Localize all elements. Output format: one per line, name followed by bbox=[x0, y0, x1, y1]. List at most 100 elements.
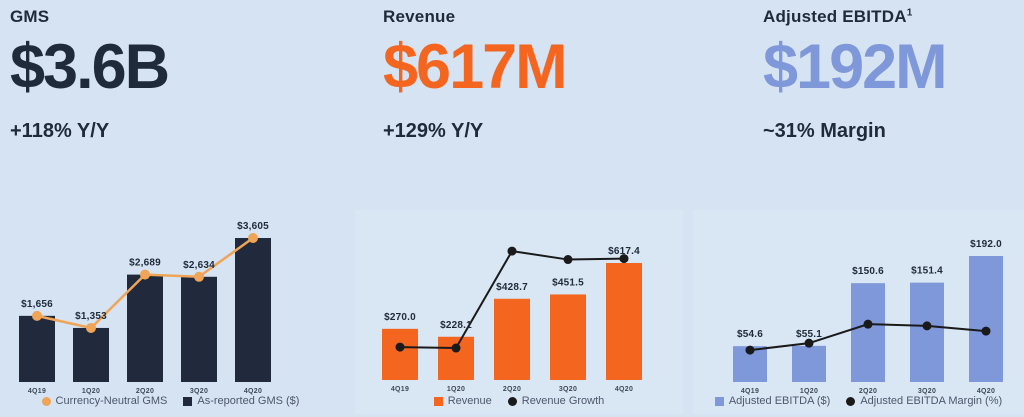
ebitda-title-text: Adjusted EBITDA bbox=[763, 7, 907, 26]
x-tick-label: 2Q20 bbox=[503, 386, 521, 393]
bar bbox=[792, 345, 826, 382]
ebitda-headline-value: $192M bbox=[763, 32, 948, 102]
gms-headline-value: $3.6B bbox=[10, 32, 170, 102]
line-point bbox=[922, 321, 932, 331]
line-point bbox=[395, 342, 405, 352]
x-tick-label: 3Q20 bbox=[190, 388, 208, 395]
revenue-title-text: Revenue bbox=[383, 7, 456, 26]
ebitda-margin-subtitle: ~31% Margin bbox=[763, 120, 886, 142]
revenue-chart: 4Q19 1Q20 2Q20 3Q20 4Q20 $270.0 $228.1 $428.7 $4… bbox=[355, 210, 683, 414]
gms-chart-canvas: 4Q19 1Q20 2Q20 3Q20 4Q20 $1,656 $1,353 $2,689 $2… bbox=[19, 221, 271, 395]
bar-value-label: $54.6 bbox=[737, 329, 763, 340]
x-tick-label: 1Q20 bbox=[447, 386, 465, 393]
legend-square-marker-icon bbox=[433, 396, 443, 406]
ebitda-header: Adjusted EBITDA1 $192M ~31% Margin bbox=[763, 0, 948, 143]
x-tick-label: 4Q20 bbox=[244, 388, 262, 395]
bar-value-label: $228.1 bbox=[440, 320, 472, 331]
gms-header: GMS $3.6B +118% Y/Y bbox=[10, 0, 170, 143]
bar-value-label: $55.1 bbox=[796, 329, 822, 340]
legend-circle-marker-icon bbox=[507, 396, 517, 406]
bar bbox=[73, 327, 109, 382]
bar bbox=[19, 315, 55, 382]
bar bbox=[181, 276, 217, 382]
bar-value-label: $192.0 bbox=[970, 239, 1002, 250]
line-point bbox=[804, 338, 814, 348]
bar-value-label: $428.7 bbox=[496, 282, 528, 293]
revenue-headline-value: $617M bbox=[383, 32, 568, 102]
x-tick-label: 4Q19 bbox=[28, 388, 46, 395]
bar-value-label: $270.0 bbox=[384, 312, 416, 323]
ebitda-chart: 4Q19 1Q20 2Q20 3Q20 4Q20 $54.6 $55.1 $150.6 $151… bbox=[693, 210, 1024, 414]
x-tick-label: 4Q20 bbox=[977, 388, 995, 395]
bar bbox=[127, 274, 163, 382]
bar-value-label: $1,656 bbox=[21, 299, 53, 310]
line-point bbox=[745, 345, 755, 355]
legend-item: Currency-Neutral GMS bbox=[41, 395, 168, 407]
x-tick-label: 2Q20 bbox=[136, 388, 154, 395]
footnote-marker: 1 bbox=[906, 7, 913, 19]
x-tick-label: 4Q19 bbox=[741, 388, 759, 395]
legend-circle-marker-icon bbox=[41, 396, 51, 406]
ebitda-title: Adjusted EBITDA1 bbox=[763, 7, 946, 27]
x-tick-label: 4Q20 bbox=[615, 386, 633, 393]
bar-value-label: $2,634 bbox=[183, 260, 215, 271]
x-tick-label: 1Q20 bbox=[800, 388, 818, 395]
line-point bbox=[140, 269, 150, 280]
bar bbox=[851, 283, 885, 382]
x-tick-label: 2Q20 bbox=[859, 388, 877, 395]
bar-value-label: $150.6 bbox=[852, 266, 884, 277]
legend-label: Adjusted EBITDA ($) bbox=[728, 395, 831, 407]
bar bbox=[438, 336, 474, 380]
line-point bbox=[507, 246, 517, 256]
line-point bbox=[248, 233, 258, 243]
x-tick-label: 1Q20 bbox=[82, 388, 100, 395]
legend-label: Currency-Neutral GMS bbox=[55, 395, 168, 407]
line-point bbox=[194, 271, 204, 282]
bar-value-label: $3,605 bbox=[237, 221, 269, 232]
bar bbox=[494, 298, 530, 380]
line-point bbox=[981, 326, 991, 336]
gms-chart: 4Q19 1Q20 2Q20 3Q20 4Q20 $1,656 $1,353 $2,689 $2… bbox=[0, 210, 341, 414]
legend-square-marker-icon bbox=[714, 396, 724, 406]
bar bbox=[550, 294, 586, 380]
revenue-chart-canvas: 4Q19 1Q20 2Q20 3Q20 4Q20 $270.0 $228.1 $428.7 $4… bbox=[382, 246, 642, 393]
bar bbox=[235, 238, 271, 382]
legend-item: Revenue bbox=[433, 395, 492, 407]
bar bbox=[910, 282, 944, 382]
legend-item: Revenue Growth bbox=[507, 395, 605, 407]
bar-value-label: $2,689 bbox=[129, 258, 161, 269]
line-point bbox=[619, 254, 629, 264]
gms-title-text: GMS bbox=[10, 7, 50, 26]
revenue-header: Revenue $617M +129% Y/Y bbox=[383, 0, 568, 143]
bar bbox=[382, 328, 418, 380]
ebitda-chart-canvas: 4Q19 1Q20 2Q20 3Q20 4Q20 $54.6 $55.1 $150.6 $151… bbox=[733, 239, 1003, 395]
legend-item: Adjusted EBITDA Margin (%) bbox=[846, 395, 1002, 407]
gms-growth-subtitle: +118% Y/Y bbox=[10, 120, 110, 142]
legend-label: Revenue Growth bbox=[521, 395, 605, 407]
revenue-growth-subtitle: +129% Y/Y bbox=[383, 120, 484, 142]
legend-circle-marker-icon bbox=[846, 396, 856, 406]
bar-value-label: $1,353 bbox=[75, 311, 107, 322]
legend-square-marker-icon bbox=[183, 396, 193, 406]
line-point bbox=[86, 322, 96, 333]
gms-chart-legend: Currency-Neutral GMS As-reported GMS ($) bbox=[0, 395, 341, 407]
legend-label: Revenue bbox=[447, 395, 492, 407]
bar-value-label: $617.4 bbox=[608, 246, 640, 257]
revenue-chart-legend: Revenue Revenue Growth bbox=[355, 395, 683, 407]
line-point bbox=[32, 310, 42, 321]
x-tick-label: 3Q20 bbox=[918, 388, 936, 395]
x-tick-label: 4Q19 bbox=[391, 386, 409, 393]
legend-label: As-reported GMS ($) bbox=[197, 395, 300, 407]
bar bbox=[606, 263, 642, 380]
ebitda-chart-legend: Adjusted EBITDA ($) Adjusted EBITDA Margi… bbox=[693, 395, 1024, 407]
x-tick-label: 3Q20 bbox=[559, 386, 577, 393]
legend-item: Adjusted EBITDA ($) bbox=[714, 395, 831, 407]
legend-label: Adjusted EBITDA Margin (%) bbox=[860, 395, 1003, 407]
line-point bbox=[563, 255, 573, 265]
gms-title: GMS bbox=[10, 7, 168, 27]
bar-value-label: $451.5 bbox=[552, 277, 584, 288]
line-point bbox=[863, 319, 873, 329]
revenue-title: Revenue bbox=[383, 7, 566, 27]
bar-value-label: $151.4 bbox=[911, 266, 943, 277]
legend-item: As-reported GMS ($) bbox=[183, 395, 299, 407]
